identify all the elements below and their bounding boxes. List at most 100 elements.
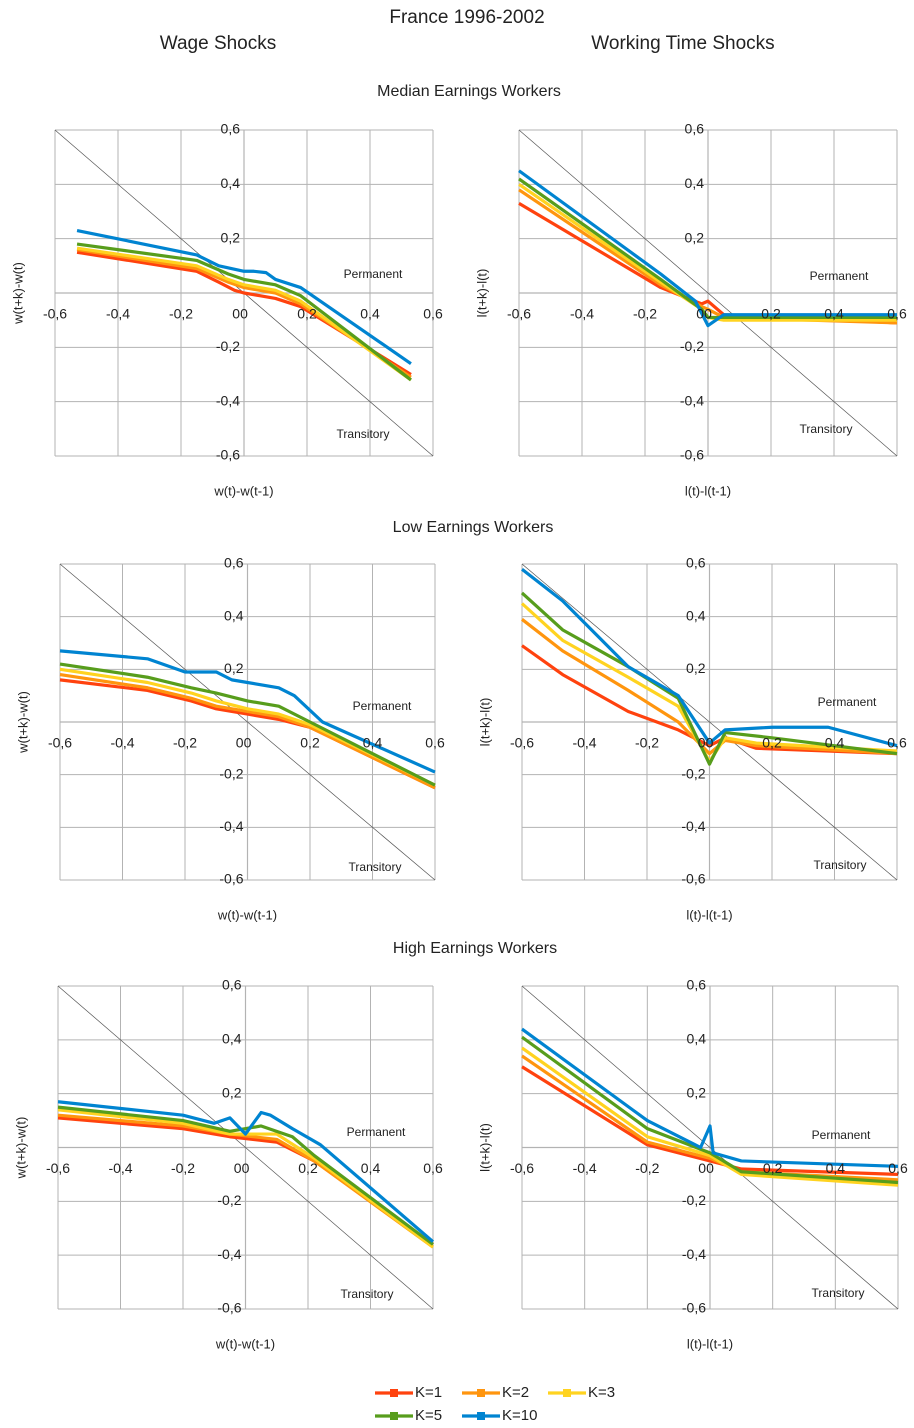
x-tick-label: -0,2: [635, 735, 659, 751]
x-tick-label: 0,2: [762, 735, 782, 751]
y-tick-label: 0,6: [224, 555, 244, 571]
annotation: Permanent: [344, 267, 403, 281]
x-tick-label: -0,4: [110, 735, 134, 751]
y-tick-label: 0,4: [685, 175, 705, 191]
x-tick-label: -0,6: [507, 306, 531, 322]
annotation: Permanent: [347, 1125, 406, 1139]
x-tick-label: 0: [704, 306, 712, 322]
y-tick-label: -0,4: [219, 818, 243, 834]
legend-label: K=1: [415, 1384, 442, 1401]
y-tick-label: -0,4: [682, 1246, 706, 1262]
chart: -0,6 -0,4 -0,2 0 0,2 0,4 0,6-0,6-0,4-0,200,20,…: [477, 555, 907, 923]
annotation: Transitory: [800, 422, 853, 436]
legend-marker: [390, 1412, 398, 1420]
legend-marker: [477, 1389, 485, 1397]
series-line: [57, 1100, 435, 1243]
x-tick-label: 0,4: [363, 735, 383, 751]
x-tick-label: -0,4: [106, 306, 130, 322]
y-axis-label: w(t+k)-w(t): [13, 1117, 28, 1180]
y-tick-label: -0,2: [682, 1192, 706, 1208]
y-tick-label: 0: [698, 735, 706, 751]
chart: -0,6 -0,4 -0,2 0 0,2 0,4 0,6-0,6-0,4-0,200,20,…: [13, 977, 443, 1352]
x-axis-label: l(t)-l(t-1): [687, 1336, 733, 1351]
x-tick-label: 0,2: [297, 306, 317, 322]
column-title: Wage Shocks: [160, 33, 277, 54]
series-line: [76, 250, 412, 376]
chart: -0,6 -0,4 -0,2 0 0,2 0,4 0,6-0,6-0,4-0,200,20,…: [10, 121, 443, 499]
series-line: [518, 177, 897, 320]
x-tick-label: 0,2: [300, 735, 320, 751]
x-tick-label: 0,4: [824, 306, 844, 322]
y-tick-label: 0,2: [221, 229, 241, 245]
series-line: [59, 649, 436, 774]
x-tick-label: -0,4: [572, 735, 596, 751]
x-axis-label: w(t)-w(t-1): [215, 1336, 275, 1351]
x-tick-label: 0,6: [887, 306, 907, 322]
row-title: Low Earnings Workers: [393, 519, 554, 536]
x-axis-label: w(t)-w(t-1): [217, 907, 277, 922]
y-tick-label: 0,2: [222, 1084, 242, 1100]
x-tick-label: 0,4: [825, 735, 845, 751]
annotation: Transitory: [349, 860, 402, 874]
x-tick-label: 0,4: [826, 1160, 846, 1176]
y-axis-label: l(t+k)-l(t): [477, 698, 492, 747]
y-tick-label: 0,2: [685, 229, 705, 245]
x-tick-label: 0,6: [423, 306, 443, 322]
y-tick-label: -0,2: [680, 338, 704, 354]
y-tick-label: 0: [696, 306, 704, 322]
y-tick-label: 0,2: [224, 660, 244, 676]
y-tick-label: 0,4: [686, 607, 706, 623]
y-tick-label: 0,4: [221, 175, 241, 191]
x-axis-label: l(t)-l(t-1): [685, 483, 731, 498]
x-axis-label: l(t)-l(t-1): [686, 907, 732, 922]
annotation: Transitory: [814, 858, 867, 872]
series-line: [521, 1046, 899, 1187]
y-tick-label: -0,6: [680, 447, 704, 463]
series-line: [76, 247, 412, 379]
x-tick-label: -0,4: [108, 1160, 132, 1176]
legend-marker: [477, 1412, 485, 1420]
y-tick-label: -0,2: [217, 1192, 241, 1208]
series-line: [59, 662, 436, 787]
x-tick-label: -0,6: [510, 1160, 534, 1176]
series-line: [76, 242, 412, 382]
x-axis-label: w(t)-w(t-1): [213, 483, 273, 498]
annotation: Permanent: [818, 695, 877, 709]
y-tick-label: 0,2: [686, 660, 706, 676]
y-tick-label: -0,4: [217, 1246, 241, 1262]
series-line: [57, 1113, 434, 1249]
legend-marker: [390, 1389, 398, 1397]
y-tick-label: -0,4: [680, 392, 704, 408]
chart: -0,6 -0,4 -0,2 0 0,2 0,4 0,6-0,6-0,4-0,200,20,…: [477, 977, 908, 1352]
x-tick-label: -0,6: [48, 735, 72, 751]
reference-diagonal: [521, 985, 899, 1310]
x-tick-label: 0: [240, 306, 248, 322]
legend-label: K=2: [502, 1384, 529, 1401]
annotation: Transitory: [337, 427, 390, 441]
y-tick-label: 0: [234, 1160, 242, 1176]
y-tick-label: -0,6: [681, 871, 705, 887]
y-axis-label: w(t+k)-w(t): [10, 262, 25, 325]
series-line: [521, 618, 898, 756]
series-line: [520, 591, 898, 766]
x-tick-label: -0,6: [46, 1160, 70, 1176]
series-line: [59, 667, 436, 787]
row-title: High Earnings Workers: [393, 940, 557, 957]
x-tick-label: 0: [244, 735, 252, 751]
annotation: Permanent: [353, 699, 412, 713]
y-tick-label: 0,6: [222, 977, 242, 993]
series-line: [521, 1065, 899, 1177]
series-line: [57, 1105, 434, 1246]
annotation: Permanent: [810, 269, 869, 283]
y-tick-label: -0,2: [219, 765, 243, 781]
x-tick-label: 0: [706, 735, 714, 751]
chart: -0,6 -0,4 -0,2 0 0,2 0,4 0,6-0,6-0,4-0,200,20,…: [15, 555, 445, 923]
series-line: [521, 568, 898, 748]
x-tick-label: 0: [242, 1160, 250, 1176]
y-tick-label: 0: [698, 1160, 706, 1176]
y-tick-label: 0,4: [222, 1031, 242, 1047]
legend-marker: [563, 1389, 571, 1397]
y-axis-label: l(t+k)-l(t): [474, 269, 489, 318]
legend-label: K=3: [588, 1384, 615, 1401]
reference-diagonal: [521, 563, 898, 881]
